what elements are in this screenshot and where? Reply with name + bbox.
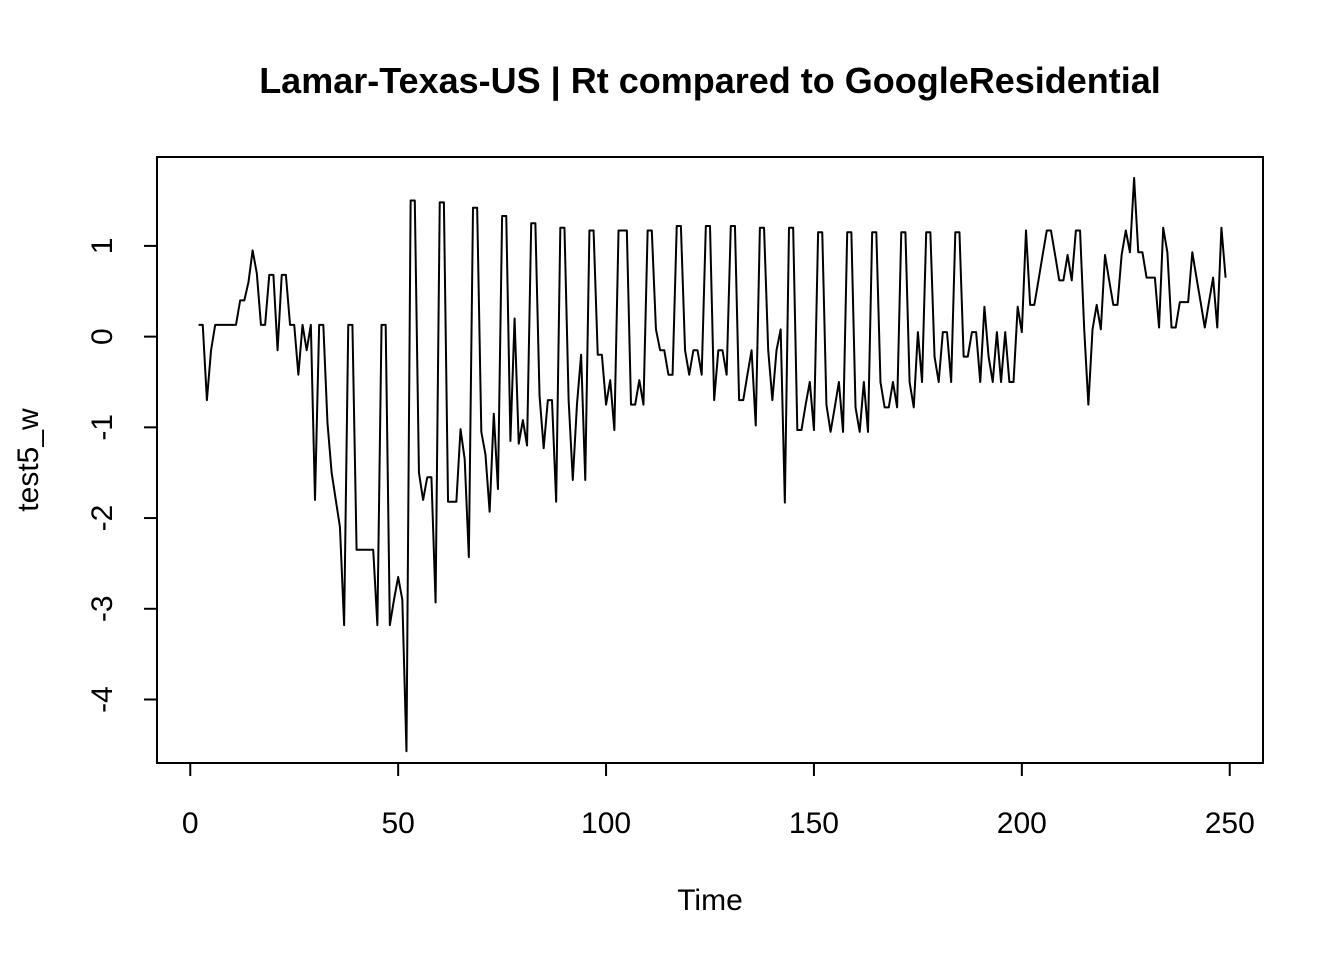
y-tick-label: -3	[86, 595, 119, 622]
y-tick-label: 1	[86, 238, 119, 255]
x-tick-label: 200	[997, 807, 1047, 840]
chart-title: Lamar-Texas-US | Rt compared to GoogleRe…	[259, 60, 1161, 102]
y-tick-label: -2	[86, 505, 119, 532]
y-axis-label: test5_w	[12, 408, 45, 512]
series-line-0	[199, 178, 1226, 751]
x-tick-label: 100	[581, 807, 631, 840]
x-tick-label: 250	[1205, 807, 1255, 840]
x-tick-label: 0	[182, 807, 199, 840]
y-axis: -4 -3 -2 -1 0 1	[86, 238, 157, 713]
x-axis-label: Time	[677, 884, 743, 917]
y-tick-label: -1	[86, 414, 119, 441]
x-axis: 0 50 100 150 200 250	[182, 763, 1255, 840]
y-tick-label: -4	[86, 686, 119, 713]
y-tick-label: 0	[86, 328, 119, 345]
series-layer	[199, 178, 1226, 751]
x-tick-label: 150	[789, 807, 839, 840]
x-tick-label: 50	[381, 807, 414, 840]
